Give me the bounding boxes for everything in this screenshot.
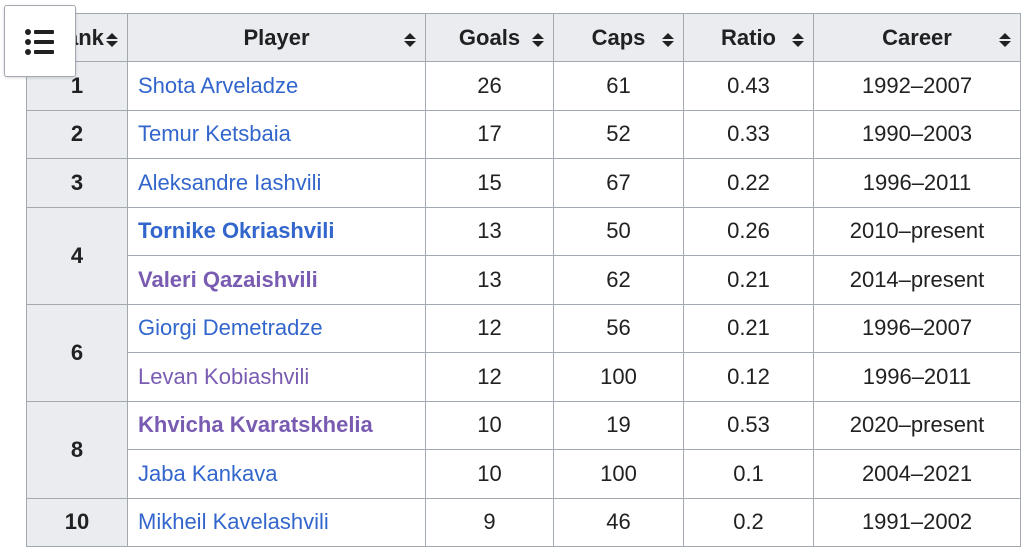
player-link[interactable]: Levan Kobiashvili bbox=[138, 363, 310, 389]
player-link[interactable]: Mikheil Kavelashvili bbox=[138, 509, 329, 535]
header-label: Ratio bbox=[721, 24, 776, 50]
table-row: 10 Mikheil Kavelashvili 9 46 0.2 1991–2002 bbox=[26, 497, 1021, 547]
goals-cell: 15 bbox=[425, 158, 554, 208]
ratio-cell: 0.21 bbox=[683, 303, 814, 353]
rank-cell: 8 bbox=[26, 400, 128, 499]
sort-icon bbox=[662, 33, 674, 47]
header-label: Caps bbox=[591, 24, 646, 50]
ratio-cell: 0.26 bbox=[683, 206, 814, 256]
career-cell: 2004–2021 bbox=[813, 449, 1021, 499]
player-link[interactable]: Jaba Kankava bbox=[138, 460, 278, 486]
player-link[interactable]: Giorgi Demetradze bbox=[138, 315, 323, 341]
goals-cell: 12 bbox=[425, 303, 554, 353]
caps-cell: 100 bbox=[553, 352, 684, 402]
player-cell: Aleksandre Iashvili bbox=[127, 158, 426, 208]
table-body: 1 Shota Arveladze 26 61 0.43 1992–2007 2 Temur … bbox=[26, 61, 1021, 547]
scorers-table: Rank Player Goals Caps Ratio Career 1 Shota Ar… bbox=[26, 13, 1021, 547]
ratio-cell: 0.53 bbox=[683, 400, 814, 450]
career-cell: 2010–present bbox=[813, 206, 1021, 256]
header-row: Rank Player Goals Caps Ratio Career bbox=[26, 13, 1021, 62]
player-cell: Temur Ketsbaia bbox=[127, 109, 426, 159]
player-link[interactable]: Valeri Qazaishvili bbox=[138, 266, 318, 292]
goals-cell: 26 bbox=[425, 61, 554, 111]
table-row: 2 Temur Ketsbaia 17 52 0.33 1990–2003 bbox=[26, 109, 1021, 159]
table-row: 4 Tornike Okriashvili 13 50 0.26 2010–present bbox=[26, 206, 1021, 305]
ratio-cell: 0.21 bbox=[683, 255, 814, 305]
ratio-cell: 0.2 bbox=[683, 497, 814, 547]
rank-cell: 3 bbox=[26, 158, 128, 208]
column-header[interactable]: Ratio bbox=[683, 13, 814, 62]
sort-icon bbox=[404, 33, 416, 47]
career-cell: 1992–2007 bbox=[813, 61, 1021, 111]
rank-cell: 6 bbox=[26, 303, 128, 402]
player-cell: Tornike Okriashvili bbox=[127, 206, 426, 256]
career-cell: 2020–present bbox=[813, 400, 1021, 450]
career-cell: 1991–2002 bbox=[813, 497, 1021, 547]
goals-cell: 9 bbox=[425, 497, 554, 547]
table-row: 1 Shota Arveladze 26 61 0.43 1992–2007 bbox=[26, 61, 1021, 111]
rank-cell: 2 bbox=[26, 109, 128, 159]
goals-cell: 10 bbox=[425, 400, 554, 450]
caps-cell: 52 bbox=[553, 109, 684, 159]
player-link[interactable]: Temur Ketsbaia bbox=[138, 121, 291, 147]
player-link[interactable]: Khvicha Kvaratskhelia bbox=[138, 412, 373, 438]
player-link[interactable]: Tornike Okriashvili bbox=[138, 218, 335, 244]
column-header[interactable]: Player bbox=[127, 13, 426, 62]
sort-icon bbox=[532, 33, 544, 47]
rank-cell: 10 bbox=[26, 497, 128, 547]
header-label: Career bbox=[882, 24, 952, 50]
caps-cell: 100 bbox=[553, 449, 684, 499]
player-cell: Jaba Kankava bbox=[127, 449, 426, 499]
career-cell: 1996–2011 bbox=[813, 352, 1021, 402]
caps-cell: 62 bbox=[553, 255, 684, 305]
goals-cell: 12 bbox=[425, 352, 554, 402]
player-cell: Giorgi Demetradze bbox=[127, 303, 426, 353]
toc-button[interactable] bbox=[4, 5, 76, 77]
table-row: 6 Giorgi Demetradze 12 56 0.21 1996–2007 bbox=[26, 303, 1021, 402]
column-header[interactable]: Goals bbox=[425, 13, 554, 62]
caps-cell: 67 bbox=[553, 158, 684, 208]
column-header[interactable]: Career bbox=[813, 13, 1021, 62]
goals-cell: 13 bbox=[425, 255, 554, 305]
player-link[interactable]: Aleksandre Iashvili bbox=[138, 169, 322, 195]
player-cell: Valeri Qazaishvili bbox=[127, 255, 426, 305]
player-cell: Levan Kobiashvili bbox=[127, 352, 426, 402]
ratio-cell: 0.33 bbox=[683, 109, 814, 159]
ratio-cell: 0.1 bbox=[683, 449, 814, 499]
rank-cell: 4 bbox=[26, 206, 128, 305]
player-link[interactable]: Shota Arveladze bbox=[138, 72, 299, 98]
caps-cell: 46 bbox=[553, 497, 684, 547]
caps-cell: 56 bbox=[553, 303, 684, 353]
ratio-cell: 0.12 bbox=[683, 352, 814, 402]
header-label: Player bbox=[243, 24, 310, 50]
player-cell: Khvicha Kvaratskhelia bbox=[127, 400, 426, 450]
career-cell: 1996–2007 bbox=[813, 303, 1021, 353]
caps-cell: 19 bbox=[553, 400, 684, 450]
header-label: Goals bbox=[458, 24, 521, 50]
table-row: 3 Aleksandre Iashvili 15 67 0.22 1996–2011 bbox=[26, 158, 1021, 208]
player-cell: Shota Arveladze bbox=[127, 61, 426, 111]
caps-cell: 50 bbox=[553, 206, 684, 256]
career-cell: 1996–2011 bbox=[813, 158, 1021, 208]
player-cell: Mikheil Kavelashvili bbox=[127, 497, 426, 547]
table-row: Levan Kobiashvili 12 100 0.12 1996–2011 bbox=[27, 352, 1021, 402]
sort-icon bbox=[792, 33, 804, 47]
sort-icon bbox=[999, 33, 1011, 47]
ratio-cell: 0.43 bbox=[683, 61, 814, 111]
sort-icon bbox=[106, 33, 118, 47]
career-cell: 1990–2003 bbox=[813, 109, 1021, 159]
column-header[interactable]: Caps bbox=[553, 13, 684, 62]
table-row: Jaba Kankava 10 100 0.1 2004–2021 bbox=[27, 449, 1021, 499]
goals-cell: 13 bbox=[425, 206, 554, 256]
toc-icon bbox=[25, 29, 54, 55]
table-row: Valeri Qazaishvili 13 62 0.21 2014–present bbox=[27, 255, 1021, 305]
goals-cell: 17 bbox=[425, 109, 554, 159]
ratio-cell: 0.22 bbox=[683, 158, 814, 208]
caps-cell: 61 bbox=[553, 61, 684, 111]
goals-cell: 10 bbox=[425, 449, 554, 499]
career-cell: 2014–present bbox=[813, 255, 1021, 305]
table-row: 8 Khvicha Kvaratskhelia 10 19 0.53 2020–prese… bbox=[26, 400, 1021, 499]
